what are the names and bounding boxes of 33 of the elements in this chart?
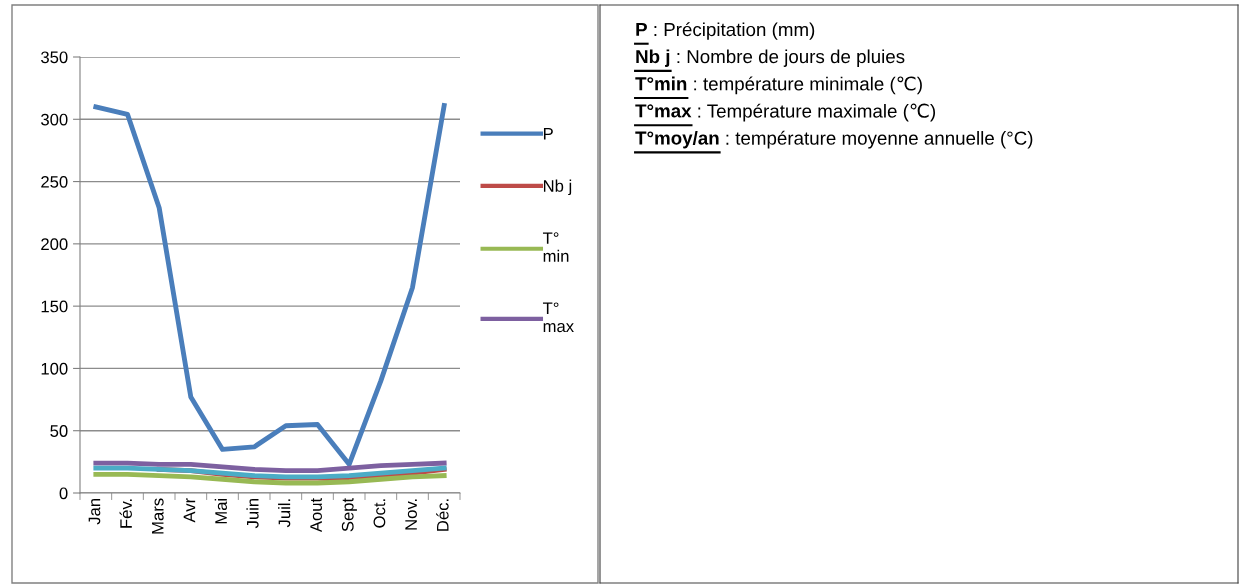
x-tick-label: Fév. [119, 499, 132, 528]
line-series [93, 103, 447, 467]
y-tick-label: 350 [41, 51, 68, 64]
text: T°max : Température maximale (℃) [635, 103, 936, 122]
x-tick-label: Avr [183, 498, 196, 523]
x-tick-label: Nov. [405, 499, 417, 530]
text: P : Précipitation (mm) [636, 22, 815, 40]
legend-label: T° max [542, 302, 574, 333]
legend-label: T° min [542, 232, 569, 262]
line-series [93, 471, 447, 486]
text: T°min : température minimale (℃) [635, 76, 922, 95]
line-series [93, 465, 447, 480]
x-tick-label: Juin [246, 498, 259, 529]
y-tick-label: 150 [41, 300, 68, 313]
y-tick-label: 50 [50, 425, 68, 437]
legend-label: Nb j [543, 179, 572, 196]
y-tick-label: 250 [41, 175, 68, 188]
x-tick-label: Oct. [373, 499, 386, 528]
text: Nb j : Nombre de jours de pluies [636, 49, 905, 67]
x-tick-label: Mars [152, 498, 164, 534]
y-tick-label: 300 [41, 113, 68, 126]
y-tick-label: 100 [41, 362, 68, 375]
text: T°moy/an : température moyenne annuelle (°C) [635, 130, 1033, 149]
x-tick-label: Aout [310, 497, 322, 533]
line-series [93, 460, 447, 474]
x-tick-label: Jan [88, 498, 101, 525]
x-tick-label: Sept [341, 497, 357, 532]
legend-label: P [543, 127, 553, 140]
y-tick-label: 0 [59, 487, 68, 500]
x-tick-label: Juil. [278, 499, 291, 528]
x-tick-label: Déc. [436, 499, 449, 531]
x-tick-label: Mai [214, 498, 227, 524]
y-tick-label: 200 [41, 238, 68, 251]
